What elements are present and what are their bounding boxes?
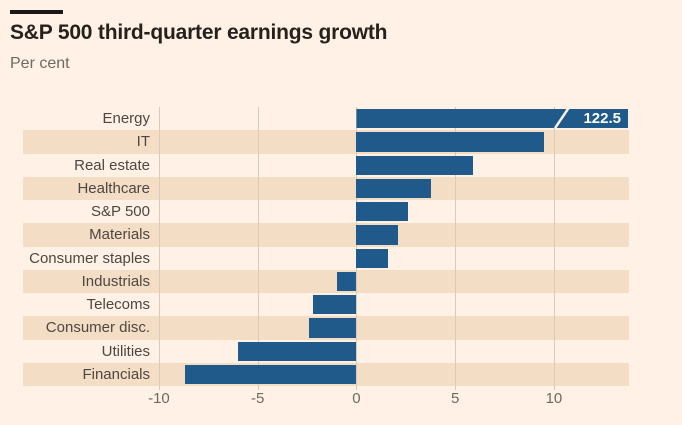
chart-rows: Energy 122.5 IT Real estate Healthcare S&P 50… <box>23 107 629 390</box>
x-tick-label: -10 <box>148 390 170 407</box>
bar-track <box>155 270 629 293</box>
bar <box>313 295 357 315</box>
title-rule <box>10 10 63 14</box>
bar-track <box>155 177 629 200</box>
bar-track <box>155 154 629 177</box>
truncated-bar-segment <box>356 109 566 128</box>
bar <box>356 178 432 198</box>
chart-row: Healthcare <box>23 176 629 200</box>
chart-row: Industrials <box>23 269 629 293</box>
bar-track <box>155 293 629 316</box>
bar <box>309 318 357 338</box>
category-label: Real estate <box>74 156 150 174</box>
bar-track: 122.5 <box>155 107 629 130</box>
bar-value-label-box: 122.5 <box>556 109 628 129</box>
category-label: Healthcare <box>77 179 150 197</box>
chart-row: Energy 122.5 <box>23 107 629 130</box>
bar-track <box>155 200 629 223</box>
bar <box>237 341 357 361</box>
chart-row: Consumer staples <box>23 247 629 270</box>
category-label: Energy <box>102 110 150 128</box>
category-label: Consumer disc. <box>45 319 150 337</box>
chart-row: Real estate <box>23 154 629 177</box>
category-label: S&P 500 <box>91 203 150 221</box>
bar <box>356 225 398 245</box>
bar <box>356 248 389 268</box>
page-title: S&P 500 third-quarter earnings growth <box>10 21 388 44</box>
chart-row: Financials <box>23 362 629 386</box>
category-label: Financials <box>82 365 150 383</box>
category-label: Consumer staples <box>29 249 150 267</box>
category-label: IT <box>136 133 150 151</box>
bar <box>356 155 473 175</box>
chart-row: Consumer disc. <box>23 316 629 340</box>
bar <box>356 132 545 152</box>
bar-track <box>155 130 629 153</box>
bar-track <box>155 340 629 363</box>
chart-row: Utilities <box>23 340 629 363</box>
category-label: Utilities <box>101 342 150 360</box>
x-tick-label: 5 <box>451 390 460 407</box>
bar <box>356 202 408 222</box>
category-label: Telecoms <box>86 296 150 314</box>
x-tick-label: -5 <box>251 390 265 407</box>
bar-value-label: 122.5 <box>583 110 621 128</box>
x-axis: -10 -5 0 5 10 <box>148 390 629 408</box>
bar-track <box>155 223 629 246</box>
category-label: Materials <box>89 226 150 244</box>
bar-track <box>155 363 629 386</box>
bar-track <box>155 316 629 339</box>
bar <box>184 364 357 384</box>
page-subtitle: Per cent <box>10 55 70 72</box>
x-tick-label: 10 <box>545 390 563 407</box>
chart-row: Materials <box>23 223 629 247</box>
chart-row: IT <box>23 130 629 154</box>
category-label: Industrials <box>81 272 150 290</box>
chart-row: S&P 500 <box>23 200 629 223</box>
x-tick-label: 0 <box>352 390 361 407</box>
bar <box>336 271 357 291</box>
bar-track <box>155 247 629 270</box>
chart-row: Telecoms <box>23 293 629 316</box>
